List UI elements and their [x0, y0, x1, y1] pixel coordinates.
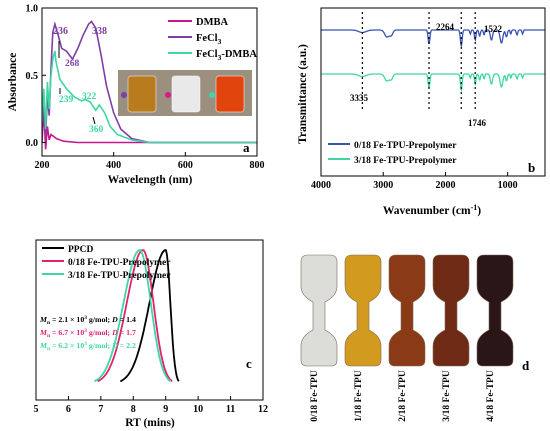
ftir-3-18-line: [321, 73, 545, 93]
x-tick-label: 12: [258, 404, 268, 415]
legend-label-0-18: 0/18 Fe-TPU-Prepolymer: [68, 258, 171, 268]
panel-a-xlabel: Wavelength (nm): [108, 174, 193, 186]
vial-dmba: [127, 75, 157, 113]
panel-b-ylabel: Transmittance (a.u.): [297, 44, 309, 144]
dogbone-sample-3: [432, 254, 470, 367]
x-tick-label: 6: [66, 404, 71, 415]
x-tick-label: 3000: [373, 180, 393, 191]
panel-c-legend: PPCD 0/18 Fe-TPU-Prepolymer 3/18 Fe-TPU-…: [42, 245, 171, 281]
panel-b-frame: [320, 7, 546, 177]
sample-label-1: 1/18 Fe-TPU: [354, 370, 364, 422]
sample-label-4: 4/18 Fe-TPU: [486, 370, 496, 422]
panel-c-ticks: 5 6 7 8 9 10 11 12: [34, 396, 268, 415]
x-tick-label: 8: [131, 404, 136, 415]
x-tick-label: 5: [34, 404, 39, 415]
panel-a-letter: a: [243, 140, 250, 155]
legend-label-3-18: 3/18 Fe-TPU-Prepolymer: [68, 271, 171, 281]
sample-label-2: 2/18 Fe-TPU: [398, 370, 408, 422]
dogbone-sample-4: [476, 254, 514, 367]
panel-b-letter: b: [528, 160, 535, 175]
x-tick-label: 2000: [435, 180, 455, 191]
y-tick-label: 0.5: [26, 71, 39, 82]
x-tick-label: 10: [193, 404, 203, 415]
peak-label-2264: 2264: [436, 22, 455, 32]
panel-a: 200 400 600 800 0.0 0.5 1.0 Wavelength (nm) Ab…: [7, 4, 265, 187]
y-tick-label: 1.0: [26, 4, 39, 15]
peak-label-268: 268: [65, 59, 80, 69]
legend-label-3-18: 3/18 Fe-TPU-Prepolymer: [354, 156, 457, 166]
y-tick-label: 0.0: [26, 138, 39, 149]
x-tick-label: 600: [178, 160, 193, 171]
mw-annotation-2: Mn = 6.2 × 103 g/mol; D = 2.2: [39, 341, 136, 352]
peak-label-338: 338: [92, 26, 107, 37]
panel-a-ylabel: Absorbance: [7, 53, 19, 112]
panel-d-letter: d: [522, 358, 530, 373]
panel-a-frame: [41, 7, 258, 157]
panel-a-series: [42, 20, 257, 150]
panel-b-xlabel: Wavenumber (cm-1): [383, 203, 481, 217]
x-tick-label: 7: [98, 404, 103, 415]
peak-label-360: 360: [89, 125, 104, 135]
uv-series-2: [42, 50, 257, 144]
dogbone-sample-2: [388, 254, 426, 367]
panel-d: 0/18 Fe-TPU 1/18 Fe-TPU 2/18 Fe-TPU 3/18 Fe…: [300, 254, 530, 422]
x-tick-label: 4000: [311, 180, 331, 191]
x-tick-label: 9: [163, 404, 168, 415]
gpc-series-0: [119, 249, 180, 383]
panel-a-ticks: 200 400 600 800 0.0 0.5 1.0: [26, 4, 265, 172]
panel-a-legend: DMBA FeCl3 FeCl3-DMBA: [168, 17, 257, 62]
x-tick-label: 800: [250, 160, 265, 171]
legend-label-fecl3: FeCl3: [196, 33, 222, 46]
mw-annotation-0: Mn = 2.1 × 103 g/mol; D = 1.4: [39, 315, 136, 326]
panel-c-frame: [35, 239, 264, 401]
legend-label-ppcd: PPCD: [68, 245, 93, 255]
peak-label-1746: 1746: [468, 118, 487, 128]
x-tick-label: 400: [106, 160, 121, 171]
panel-b: 4000 3000 2000 1000 Wavenumber (cm-1) Trans…: [297, 7, 546, 217]
panel-a-peak-labels: 236 338 268 322 239 360: [53, 26, 107, 135]
peak-label-236: 236: [53, 26, 68, 37]
mw-annotation-1: Mn = 6.7 × 103 g/mol; D = 1.7: [39, 328, 136, 339]
peak-label-3335: 3335: [350, 93, 369, 103]
dogbone-sample-1: [344, 254, 382, 367]
legend-label-dmba: DMBA: [196, 17, 228, 28]
vial-marker-fecl3-dmba: [209, 92, 215, 98]
legend-label-fecl3-dmba: FeCl3-DMBA: [196, 49, 257, 62]
peak-label-239: 239: [59, 95, 74, 105]
vial-marker-fecl3: [165, 92, 171, 98]
ftir-0-18-line: [321, 29, 545, 49]
peak-label-322: 322: [82, 92, 97, 102]
panel-a-axes: [41, 7, 258, 157]
gpc-series-2: [93, 249, 172, 383]
peak-label-1522: 1522: [484, 24, 503, 34]
panel-d-dogbone-photos: 0/18 Fe-TPU 1/18 Fe-TPU 2/18 Fe-TPU 3/18 Fe…: [300, 254, 514, 422]
panel-c-molecular-weights: Mn = 2.1 × 103 g/mol; D = 1.4 Mn = 6.7 × …: [39, 315, 136, 352]
x-tick-label: 1000: [498, 180, 518, 191]
panel-b-ticks: 4000 3000 2000 1000: [311, 172, 518, 191]
panel-b-legend: 0/18 Fe-TPU-Prepolymer 3/18 Fe-TPU-Prepo…: [328, 141, 457, 166]
legend-label-0-18: 0/18 Fe-TPU-Prepolymer: [354, 141, 457, 151]
arrow-360: [92, 116, 96, 125]
sample-label-0: 0/18 Fe-TPU: [310, 370, 320, 422]
vial-photo-inset: [118, 70, 252, 116]
gpc-series-1: [97, 249, 173, 383]
x-tick-label: 11: [226, 404, 235, 415]
vial-fecl3-dmba: [215, 75, 245, 113]
dogbone-sample-0: [300, 254, 338, 367]
vial-marker-dmba: [121, 92, 127, 98]
panel-c: 5 6 7 8 9 10 11 12 RT (mins) c PPCD 0/18 Fe-TPU…: [34, 239, 268, 429]
sample-label-3: 3/18 Fe-TPU: [442, 370, 452, 422]
vial-fecl3: [171, 75, 201, 113]
panel-c-xlabel: RT (mins): [125, 417, 175, 429]
panel-c-series: [93, 249, 180, 383]
panel-b-peak-lines: [361, 12, 476, 112]
x-tick-label: 200: [35, 160, 50, 171]
panel-c-letter: c: [246, 356, 252, 371]
